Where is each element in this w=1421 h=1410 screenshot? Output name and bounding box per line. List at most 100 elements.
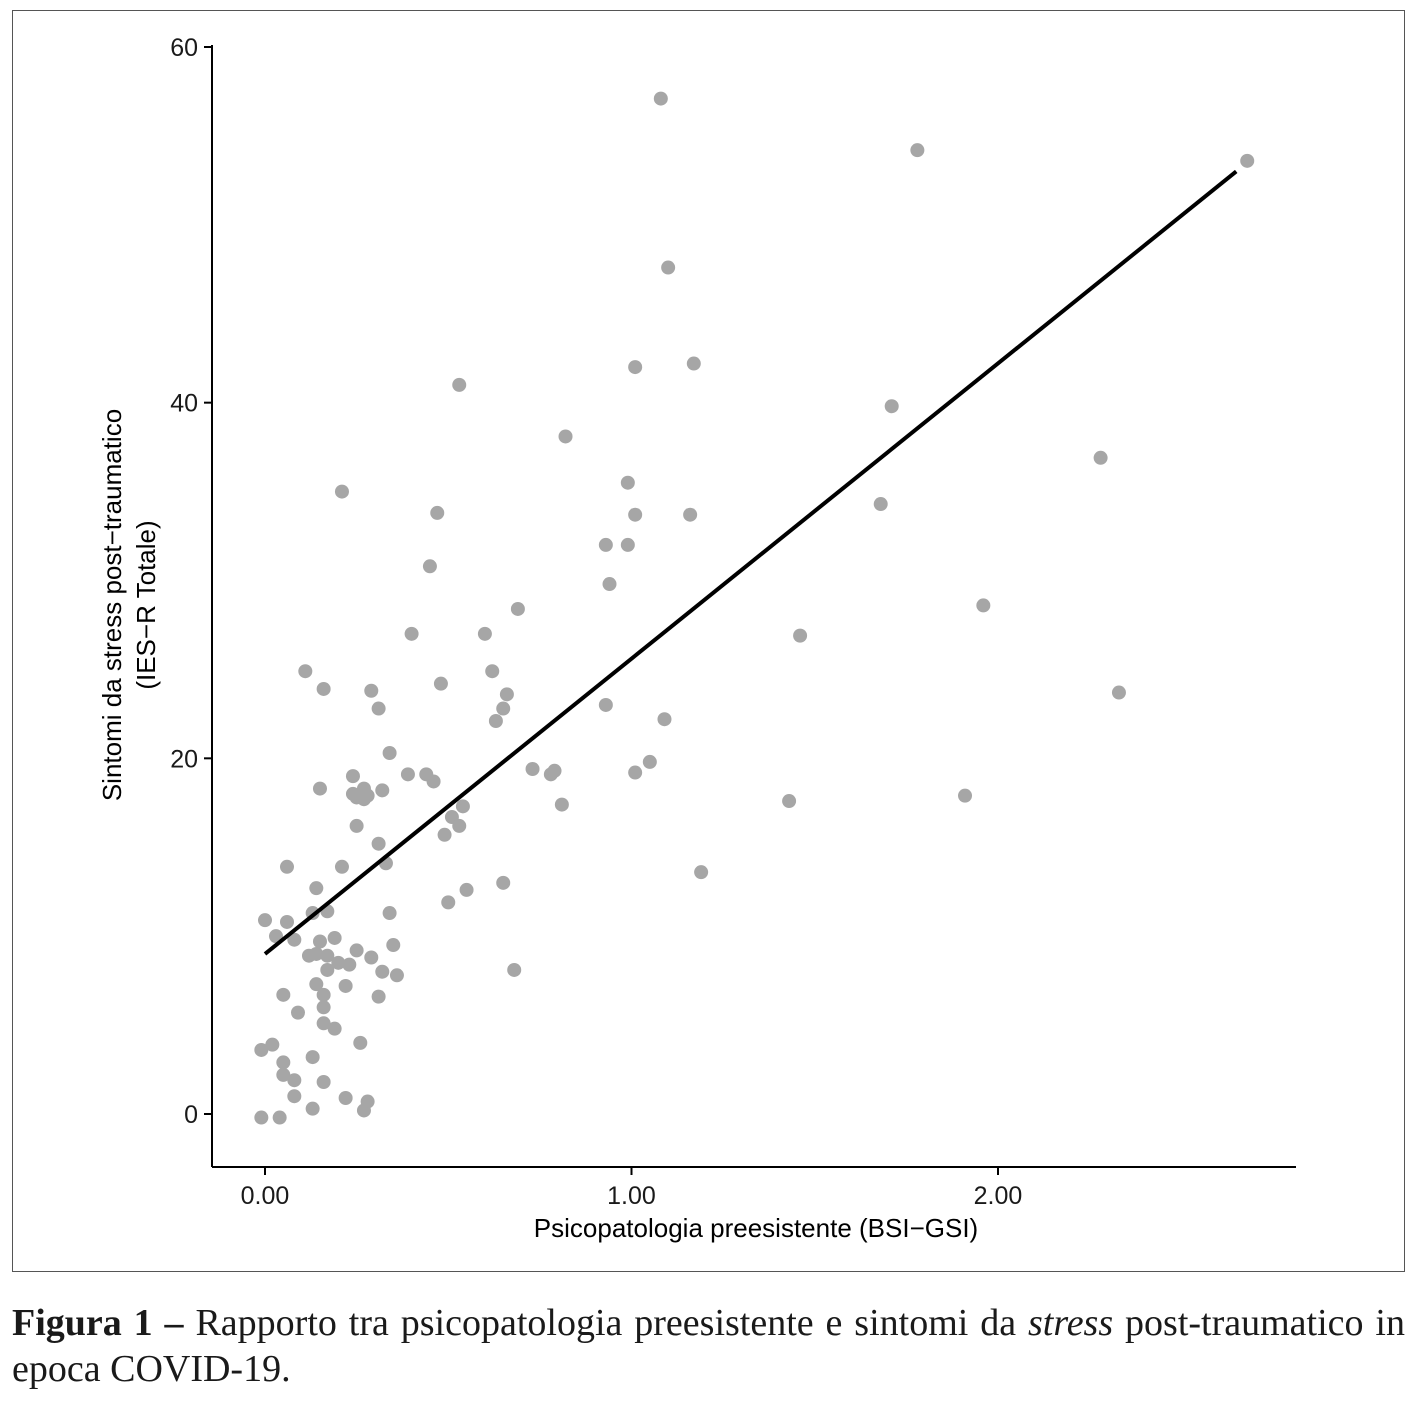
data-point bbox=[353, 1035, 368, 1050]
data-point bbox=[386, 938, 401, 953]
y-tick-label: 40 bbox=[170, 390, 198, 418]
data-point bbox=[254, 1110, 269, 1125]
data-point bbox=[1093, 450, 1108, 465]
x-tick-label: 0.00 bbox=[241, 1182, 290, 1210]
data-point bbox=[349, 943, 364, 958]
figure-caption: Figura 1 – Rapporto tra psicopatologia p… bbox=[12, 1300, 1405, 1392]
data-point bbox=[598, 537, 613, 552]
data-point bbox=[558, 429, 573, 444]
data-point bbox=[452, 818, 467, 833]
data-point bbox=[422, 559, 437, 574]
data-point bbox=[496, 701, 511, 716]
data-points-group bbox=[254, 91, 1255, 1125]
axis-ticks-group: 0.00 1.00 2.00 0 20 40 60 bbox=[170, 34, 1022, 1210]
data-point bbox=[360, 788, 375, 803]
data-point bbox=[510, 601, 525, 616]
data-point bbox=[254, 1042, 269, 1057]
data-point bbox=[309, 881, 324, 896]
data-point bbox=[488, 713, 503, 728]
data-point bbox=[375, 964, 390, 979]
data-point bbox=[910, 143, 925, 158]
data-point bbox=[349, 818, 364, 833]
data-point bbox=[507, 962, 522, 977]
data-point bbox=[628, 360, 643, 375]
y-tick-label: 0 bbox=[184, 1101, 198, 1129]
data-point bbox=[884, 399, 899, 414]
data-point bbox=[694, 865, 709, 880]
data-point bbox=[404, 626, 419, 641]
data-point bbox=[334, 859, 349, 874]
data-point bbox=[661, 260, 676, 275]
data-point bbox=[279, 859, 294, 874]
data-point bbox=[375, 783, 390, 798]
data-point bbox=[334, 484, 349, 499]
data-point bbox=[598, 697, 613, 712]
data-point bbox=[327, 930, 342, 945]
data-point bbox=[958, 788, 973, 803]
data-point bbox=[268, 929, 283, 944]
data-point bbox=[309, 977, 324, 992]
data-point bbox=[298, 664, 313, 679]
caption-text-before: Rapporto tra psicopatologia preesistente… bbox=[183, 1302, 1028, 1344]
data-point bbox=[287, 932, 302, 947]
data-point bbox=[342, 957, 357, 972]
data-point bbox=[305, 1101, 320, 1116]
data-point bbox=[371, 701, 386, 716]
data-point bbox=[657, 712, 672, 727]
data-point bbox=[426, 774, 441, 789]
x-tick-label: 2.00 bbox=[974, 1182, 1023, 1210]
data-point bbox=[620, 537, 635, 552]
data-point bbox=[441, 895, 456, 910]
data-point bbox=[316, 681, 331, 696]
data-point bbox=[793, 628, 808, 643]
data-point bbox=[642, 754, 657, 769]
data-point bbox=[320, 962, 335, 977]
data-point bbox=[320, 948, 335, 963]
data-point bbox=[279, 914, 294, 929]
data-point bbox=[258, 913, 272, 928]
y-axis-title-line2: (IES−R Totale) bbox=[131, 520, 161, 689]
y-axis-title-line1: Sintomi da stress post−traumatico bbox=[97, 409, 127, 801]
data-point bbox=[371, 989, 386, 1004]
data-point bbox=[477, 626, 492, 641]
data-point bbox=[547, 763, 562, 778]
data-point bbox=[276, 1067, 291, 1082]
data-point bbox=[345, 769, 360, 784]
data-point bbox=[389, 968, 404, 983]
data-point bbox=[437, 827, 452, 842]
y-tick-label: 20 bbox=[170, 745, 198, 773]
data-point bbox=[455, 799, 470, 814]
data-point bbox=[371, 836, 386, 851]
data-point bbox=[360, 1094, 375, 1109]
data-point bbox=[452, 377, 467, 392]
data-point bbox=[364, 683, 379, 698]
data-point bbox=[499, 687, 514, 702]
data-point bbox=[873, 497, 888, 512]
data-point bbox=[628, 507, 643, 522]
data-point bbox=[316, 1000, 331, 1015]
data-point bbox=[459, 882, 474, 897]
data-point bbox=[602, 577, 617, 592]
data-point bbox=[287, 1089, 302, 1104]
data-point bbox=[305, 1050, 320, 1065]
data-point bbox=[430, 505, 445, 520]
data-point bbox=[1111, 685, 1126, 700]
data-point bbox=[382, 745, 397, 760]
caption-text-after: post-traumatico in epoca COVID-19. bbox=[12, 1302, 1405, 1390]
data-point bbox=[276, 1055, 291, 1070]
data-point bbox=[327, 1021, 342, 1036]
data-point bbox=[312, 781, 327, 796]
data-point bbox=[554, 797, 569, 812]
scatter-plot: 0.00 1.00 2.00 0 20 40 60 Psicopatologia prees… bbox=[97, 34, 1296, 1243]
data-point bbox=[338, 978, 353, 993]
data-point bbox=[338, 1090, 353, 1105]
data-point bbox=[382, 906, 397, 921]
data-point bbox=[433, 676, 448, 691]
data-point bbox=[496, 875, 511, 890]
data-point bbox=[686, 356, 701, 371]
data-point bbox=[316, 1074, 331, 1089]
data-point bbox=[782, 794, 797, 809]
data-point bbox=[316, 987, 331, 1002]
data-point bbox=[653, 91, 668, 106]
data-point bbox=[485, 664, 500, 679]
